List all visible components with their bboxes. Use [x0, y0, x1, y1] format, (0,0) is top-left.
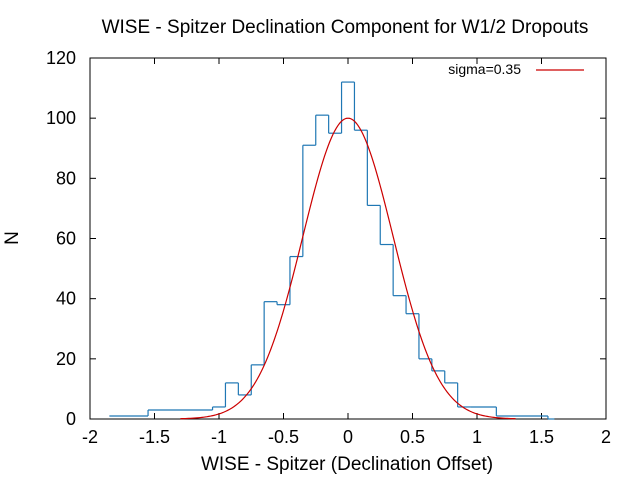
x-tick-label: -0.5	[268, 427, 299, 447]
x-tick-label: -1	[211, 427, 227, 447]
x-tick-label: 1	[472, 427, 482, 447]
y-tick-label: 40	[56, 289, 76, 309]
x-tick-label: 0.5	[400, 427, 425, 447]
gaussian-fit-curve	[180, 117, 516, 420]
x-tick-label: 2	[601, 427, 611, 447]
x-tick-label: 1.5	[529, 427, 554, 447]
y-axis-label: N	[2, 231, 23, 245]
chart-title: WISE - Spitzer Declination Component for…	[102, 17, 589, 38]
y-tick-label: 100	[46, 108, 76, 128]
y-tick-label: 80	[56, 168, 76, 188]
legend: sigma=0.35	[448, 61, 584, 77]
y-tick-label: 0	[66, 409, 76, 429]
x-tick-label: -1.5	[139, 427, 170, 447]
x-axis-label: WISE - Spitzer (Declination Offset)	[201, 454, 493, 475]
y-tick-label: 120	[46, 48, 76, 68]
legend-label-sigma: sigma=0.35	[448, 61, 521, 77]
plot-frame	[89, 57, 607, 420]
y-tick-label: 60	[56, 229, 76, 249]
x-tick-label: -2	[82, 427, 98, 447]
y-tick-label: 20	[56, 349, 76, 369]
x-tick-label: 0	[343, 427, 353, 447]
